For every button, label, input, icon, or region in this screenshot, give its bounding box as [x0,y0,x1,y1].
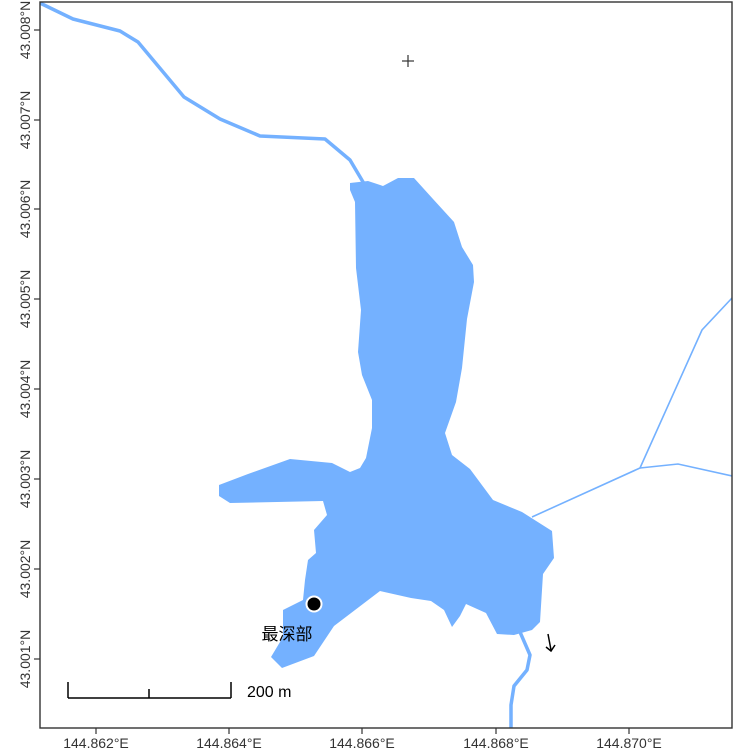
outflow-stream-south [509,631,532,728]
stream-east-upper [531,297,732,518]
deepest-point-label: 最深部 [262,625,313,644]
lake-polygon [219,178,554,668]
plus-icon [402,55,414,67]
x-tick-label: 144.864°E [196,735,262,750]
y-tick-label: 43.007°N [17,91,33,150]
filled-circle-marker-icon [305,595,323,613]
x-axis-ticks [95,728,630,734]
x-tick-label: 144.862°E [63,735,129,750]
y-tick-label: 43.006°N [17,180,33,239]
map-frame [39,1,733,729]
x-axis-labels: 144.862°E 144.864°E 144.866°E 144.868°E … [63,735,662,750]
y-tick-label: 43.005°N [17,270,33,329]
y-tick-label: 43.004°N [17,360,33,419]
x-tick-label: 144.866°E [329,735,395,750]
deepest-point-marker: 最深部 [262,595,323,644]
x-tick-label: 144.868°E [463,735,529,750]
y-axis-labels: 43.001°N 43.002°N 43.003°N 43.004°N 43.0… [17,1,33,689]
x-tick-label: 144.870°E [596,735,662,750]
scale-bar-label: 200 m [247,684,291,701]
inflow-stream-northwest [40,2,368,188]
y-tick-label: 43.003°N [17,450,33,509]
down-arrow-icon [545,633,556,653]
y-tick-label: 43.002°N [17,540,33,599]
scale-bar: 200 m [67,682,291,701]
y-axis-ticks [34,29,40,660]
y-tick-label: 43.001°N [17,630,33,689]
stream-east-lower [639,463,732,477]
y-tick-label: 43.008°N [17,1,33,60]
